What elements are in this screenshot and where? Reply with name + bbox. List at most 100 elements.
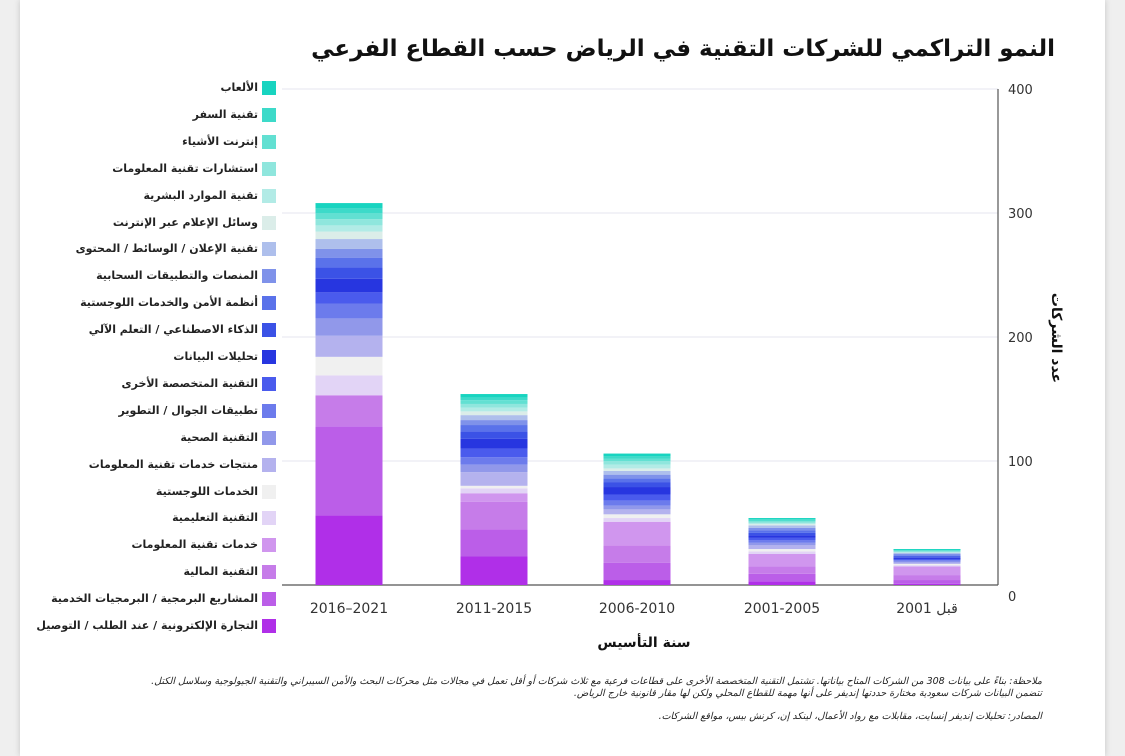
- bar-segment: [315, 375, 383, 396]
- bar-segment: [893, 565, 961, 567]
- bar-segment: [603, 464, 671, 469]
- chart-title: النمو التراكمي للشركات التقنية في الرياض…: [311, 36, 1055, 62]
- bar-segment: [748, 581, 816, 585]
- stacked-bar-chart: 0 100 200 300 400 2016–2021 2011-2015 2006-2010…: [282, 83, 1064, 651]
- bar-segment: [748, 545, 816, 550]
- note-line-2: تتضمن البيانات شركات سعودية مختارة حددته…: [573, 688, 1042, 699]
- y-tick-label: 0: [1008, 590, 1016, 605]
- bar-segment: [748, 523, 816, 525]
- legend-swatch: [262, 161, 276, 176]
- bar-segment: [460, 394, 528, 398]
- bar-segment: [893, 555, 961, 557]
- bar-segment: [603, 487, 671, 495]
- legend-label: استشارات تقنية المعلومات: [112, 161, 258, 175]
- legend-swatch: [262, 350, 276, 364]
- bar-segment: [603, 545, 671, 563]
- bar-segment: [603, 521, 671, 546]
- bar-segment: [460, 529, 528, 557]
- bar-segment: [460, 407, 528, 412]
- bar-segment: [315, 257, 383, 268]
- bar-segment: [315, 426, 383, 516]
- legend-swatch: [262, 269, 276, 284]
- legend-swatch: [262, 538, 276, 553]
- bar-segment: [315, 213, 383, 220]
- bar-segment: [315, 303, 383, 319]
- y-tick-label: 400: [1008, 83, 1033, 98]
- bar-segment: [603, 453, 671, 457]
- bar-segment: [460, 397, 528, 401]
- y-tick-label: 200: [1008, 331, 1033, 346]
- bar-segment: [460, 464, 528, 473]
- bar-segment: [460, 400, 528, 404]
- bar-segment: [748, 537, 816, 541]
- bar-segment: [893, 557, 961, 559]
- bar-segment: [460, 493, 528, 502]
- bar-segment: [748, 535, 816, 538]
- bar-segment: [315, 248, 383, 258]
- bar-segment: [748, 518, 816, 520]
- legend-label: التقنية المالية: [183, 565, 259, 579]
- bar-segment: [748, 566, 816, 574]
- bar-segment: [748, 540, 816, 543]
- bar-segment: [893, 550, 961, 552]
- legend-swatch: [262, 188, 276, 203]
- bar-segment: [603, 474, 671, 479]
- bar-segment: [603, 461, 671, 465]
- x-tick-label: 2016–2021: [310, 601, 388, 617]
- bar-segment: [460, 501, 528, 530]
- bar-segment: [603, 514, 671, 519]
- bar-segment: [893, 562, 961, 564]
- bar-segment: [893, 580, 961, 584]
- legend-swatch: [262, 242, 276, 257]
- x-axis-title: سنة التأسيس: [597, 633, 690, 651]
- bar-segment: [315, 356, 383, 376]
- bar-segment: [893, 560, 961, 562]
- bar-segment: [893, 554, 961, 556]
- legend-swatch: [262, 134, 276, 149]
- bar-segment: [460, 411, 528, 416]
- bar-segment: [315, 203, 383, 209]
- legend-label: تقنية السفر: [192, 107, 258, 121]
- legend-label: المشاريع البرمجية / البرمجيات الخدمية: [51, 592, 258, 606]
- bar-segment: [460, 438, 528, 449]
- bar-segment: [603, 494, 671, 501]
- bar-segment: [893, 575, 961, 581]
- bar-segment: [893, 549, 961, 551]
- legend-label: المنصات والتطبيقات السحابية: [96, 269, 258, 283]
- x-tick-label: قبل 2001: [896, 601, 958, 617]
- legend-swatch: [262, 457, 276, 472]
- bar-segment: [893, 561, 961, 563]
- bar-segment: [748, 524, 816, 526]
- legend-label: الذكاء الاصطناعي / التعلم الآلي: [88, 323, 258, 337]
- bar-segment: [748, 527, 816, 531]
- bar-segment: [315, 335, 383, 357]
- legend-label: منتجات خدمات تقنية المعلومات: [88, 457, 258, 471]
- legend-swatch: [262, 376, 276, 391]
- bar-segment: [603, 482, 671, 488]
- x-tick-label: 2011-2015: [456, 601, 532, 617]
- legend-swatch: [262, 296, 276, 311]
- bar-segment: [460, 420, 528, 426]
- bar-segment: [603, 580, 671, 585]
- legend-label: تقنية الموارد البشرية: [143, 188, 258, 202]
- legend-swatch: [262, 403, 276, 418]
- legend-label: إنترنت الأشياء: [182, 134, 258, 148]
- bar-segment: [893, 558, 961, 561]
- legend-label: التقنية الصحية: [180, 430, 258, 444]
- bar-segment: [893, 552, 961, 554]
- bar-segment: [603, 478, 671, 483]
- legend-swatch: [262, 511, 276, 526]
- bar-segment: [748, 530, 816, 533]
- bar-segment: [748, 521, 816, 523]
- bar-segment: [315, 239, 383, 249]
- bar-segment: [460, 431, 528, 439]
- bar-segment: [460, 485, 528, 489]
- bar-segment: [460, 488, 528, 494]
- bar-segment: [893, 583, 961, 585]
- bar-segment: [315, 208, 383, 213]
- bar-segment: [460, 556, 528, 585]
- legend-swatch: [262, 592, 276, 607]
- bar-segment: [893, 551, 961, 553]
- legend-swatch: [262, 107, 276, 122]
- bar-segment: [315, 231, 383, 240]
